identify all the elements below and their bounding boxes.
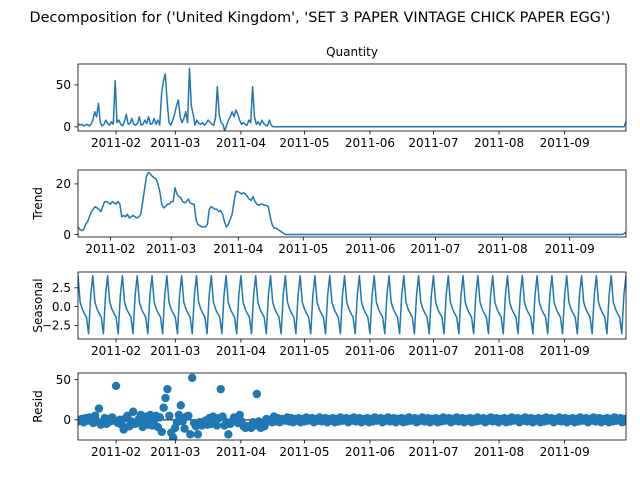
x-tick-label: 2011-07 (410, 242, 460, 256)
seasonal-series-line (78, 275, 626, 335)
x-tick-label: 2011-06 (345, 136, 395, 150)
panel-resid: Resid 2011-02 2011-03 2011-04 2011-05 2011-06… (31, 372, 627, 459)
x-tick-label: 2011-08 (477, 242, 527, 256)
resid-point (621, 415, 626, 425)
y-tick-label: 0.0 (52, 300, 71, 314)
resid-point (94, 404, 104, 413)
panel-title: Quantity (326, 45, 378, 59)
y-tick-label: 20 (56, 177, 71, 191)
x-tick-label: 2011-02 (85, 242, 135, 256)
panel-observed: Quantity 2011-02 2011-03 2011-04 2011-05 2011… (56, 45, 627, 150)
x-tick-label: 2011-02 (91, 136, 141, 150)
resid-point (260, 422, 269, 431)
x-tick-label: 2011-05 (279, 344, 329, 358)
resid-point (224, 430, 233, 439)
panel-seasonal: Seasonal 2011-02 2011-03 2011-04 2011-05 2011… (31, 271, 627, 358)
x-tick-label: 2011-03 (150, 445, 200, 459)
x-tick-label: 2011-07 (408, 136, 458, 150)
x-tick-label: 2011-06 (345, 445, 395, 459)
resid-point (235, 410, 244, 420)
y-tick-label: 50 (56, 78, 71, 92)
resid-point (193, 430, 203, 439)
resid-point (128, 407, 138, 416)
resid-point (161, 393, 170, 403)
x-tick-label: 2011-05 (279, 136, 329, 150)
y-tick-label: 50 (56, 373, 71, 387)
axes-frame (77, 271, 627, 340)
trend-series-line (78, 171, 626, 236)
resid-point (184, 411, 193, 420)
y-axis-label: Resid (31, 390, 45, 422)
panels-group: Quantity 2011-02 2011-03 2011-04 2011-05 2011… (31, 45, 627, 459)
x-tick-label: 2011-09 (540, 344, 590, 358)
resid-point (176, 401, 185, 410)
observed-series-line (78, 67, 626, 131)
resid-point (159, 403, 168, 412)
resid-point (168, 433, 178, 440)
x-tick-label: 2011-06 (345, 242, 395, 256)
axes-frame (77, 63, 627, 132)
x-tick-label: 2011-09 (540, 136, 590, 150)
x-tick-label: 2011-04 (216, 344, 266, 358)
x-tick-label: 2011-09 (540, 445, 590, 459)
x-tick-label: 2011-03 (150, 344, 200, 358)
y-tick-label: 0 (63, 228, 71, 242)
y-tick-label: 0 (63, 413, 71, 427)
resid-point (174, 410, 184, 420)
x-tick-label: 2011-04 (213, 242, 263, 256)
resid-point (155, 413, 165, 422)
x-tick-label: 2011-05 (278, 242, 328, 256)
x-tick-label: 2011-02 (91, 344, 141, 358)
x-tick-label: 2011-05 (279, 445, 329, 459)
x-tick-label: 2011-09 (545, 242, 595, 256)
x-tick-label: 2011-03 (146, 242, 196, 256)
x-tick-label: 2011-08 (474, 344, 524, 358)
x-tick-label: 2011-08 (474, 136, 524, 150)
x-tick-label: 2011-07 (408, 344, 458, 358)
resid-point (165, 411, 174, 420)
panel-trend: Trend 2011-02 2011-03 2011-04 2011-05 2011-06… (31, 169, 627, 256)
plot-area (78, 171, 626, 236)
x-tick-label: 2011-07 (408, 445, 458, 459)
y-axis-label: Trend (31, 187, 45, 221)
figure-suptitle: Decomposition for ('United Kingdom', 'SE… (29, 10, 610, 26)
resid-point (157, 427, 166, 437)
y-tick-label: 0 (63, 120, 71, 134)
plot-area (78, 67, 626, 131)
resid-point (163, 384, 172, 394)
plot-area (78, 373, 626, 440)
y-tick-label: −2.5 (42, 319, 71, 333)
resid-point (180, 424, 189, 433)
resid-point (252, 389, 262, 399)
x-tick-label: 2011-08 (474, 445, 524, 459)
axes-frame (77, 169, 627, 238)
resid-point (212, 421, 222, 430)
axes-frame (77, 372, 627, 441)
plot-area (78, 275, 626, 335)
x-tick-label: 2011-03 (150, 136, 200, 150)
resid-point (216, 384, 225, 394)
y-tick-label: 2.5 (52, 281, 71, 295)
x-tick-label: 2011-06 (345, 344, 395, 358)
x-tick-label: 2011-04 (216, 136, 266, 150)
resid-point (187, 373, 197, 383)
x-tick-label: 2011-04 (216, 445, 266, 459)
x-tick-label: 2011-02 (91, 445, 141, 459)
y-axis-label: Seasonal (31, 278, 45, 332)
resid-point (111, 381, 121, 391)
resid-point (186, 430, 195, 439)
